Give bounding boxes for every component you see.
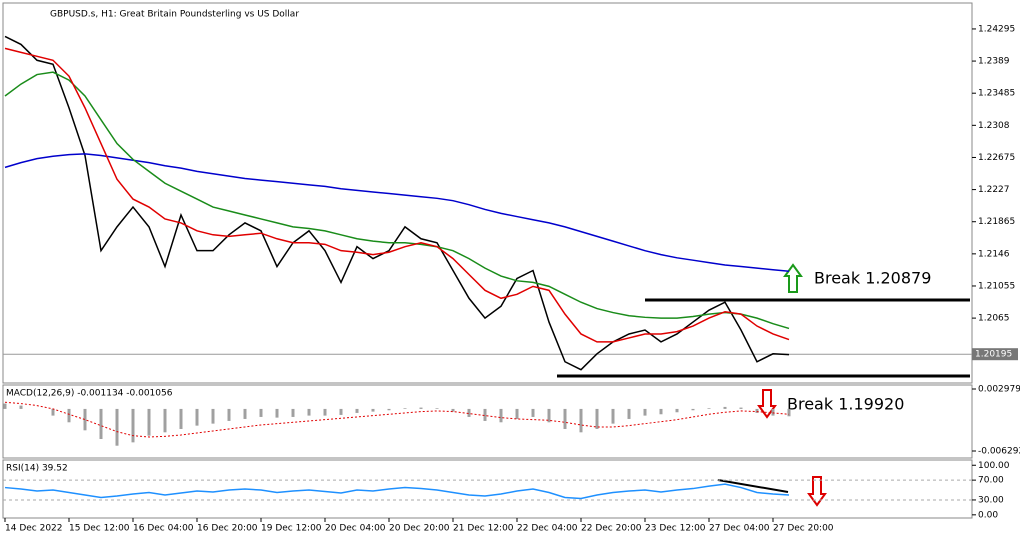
macd-title: MACD(12,26,9) -0.001134 -0.001056 [6, 389, 173, 399]
last-price-label: 1.20195 [975, 350, 1012, 360]
series-line [4, 483, 790, 500]
last-price-box [972, 348, 1018, 361]
down-arrow [807, 476, 827, 507]
annotation: Break 1.20879 [814, 269, 931, 288]
y-tick-label: 1.2389 [978, 57, 1010, 67]
x-tick-label: 19 Dec 12:00 [261, 524, 322, 534]
y-tick-label: 70.00 [978, 476, 1004, 486]
y-tick-label: 1.21055 [978, 281, 1015, 291]
series-line [4, 153, 790, 273]
x-tick-label: 27 Dec 04:00 [709, 524, 770, 534]
series-line [4, 401, 790, 438]
x-tick-label: 16 Dec 04:00 [133, 524, 194, 534]
y-tick-label: 1.21865 [978, 217, 1015, 227]
macd-panel [2, 384, 973, 459]
chart-title: GBPUSD.s, H1: Great Britain Poundsterlin… [50, 10, 299, 20]
y-tick-label: 1.2146 [978, 249, 1010, 259]
y-tick-label: -0.006292 [978, 446, 1020, 456]
y-tick-label: 1.2308 [978, 121, 1010, 131]
x-tick-label: 22 Dec 04:00 [517, 524, 578, 534]
y-tick-label: 1.2227 [978, 185, 1010, 195]
annotation: Break 1.19920 [787, 395, 904, 414]
trend-line [717, 479, 789, 493]
y-tick-label: 1.24295 [978, 24, 1015, 34]
x-tick-label: 20 Dec 04:00 [325, 524, 386, 534]
y-tick-label: 30.00 [978, 495, 1004, 505]
y-tick-label: 100.00 [978, 461, 1010, 471]
series-line [4, 71, 790, 330]
series-line [4, 47, 790, 343]
x-tick-label: 22 Dec 20:00 [581, 524, 642, 534]
y-tick-label: 0.00 [978, 510, 998, 520]
x-tick-label: 27 Dec 20:00 [773, 524, 834, 534]
x-tick-label: 23 Dec 12:00 [645, 524, 706, 534]
price-panel [2, 2, 973, 384]
x-tick-label: 14 Dec 2022 [5, 524, 63, 534]
x-tick-label: 15 Dec 12:00 [69, 524, 130, 534]
y-tick-label: 1.22675 [978, 153, 1015, 163]
y-tick-label: 0.002979 [978, 384, 1020, 394]
up-arrow [783, 263, 803, 293]
rsi-title: RSI(14) 39.52 [6, 464, 68, 474]
y-tick-label: 1.2065 [978, 314, 1010, 324]
y-tick-label: 1.23485 [978, 89, 1015, 99]
x-tick-label: 21 Dec 12:00 [453, 524, 514, 534]
x-tick-label: 16 Dec 20:00 [197, 524, 258, 534]
rsi-panel [2, 459, 973, 519]
x-tick-label: 20 Dec 20:00 [389, 524, 450, 534]
series-line [4, 35, 790, 371]
down-arrow [757, 389, 777, 419]
